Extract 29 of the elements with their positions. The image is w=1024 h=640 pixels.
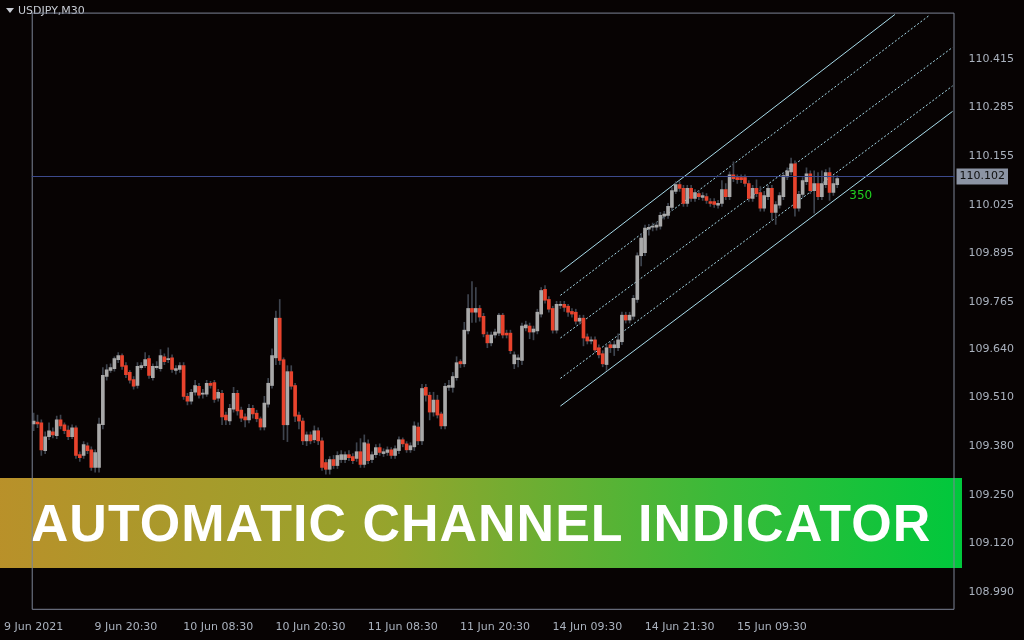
x-tick-label: 11 Jun 08:30 [367, 620, 438, 634]
y-tick-label: 109.380 [968, 438, 1015, 452]
x-tick-label: 15 Jun 09:30 [736, 620, 807, 634]
y-tick-label: 110.285 [968, 100, 1015, 114]
x-tick-label: 10 Jun 20:30 [275, 620, 346, 634]
x-tick-label: 10 Jun 08:30 [183, 620, 254, 634]
y-tick-label: 109.895 [968, 246, 1015, 260]
y-tick-label: 110.155 [968, 149, 1015, 163]
x-tick-label: 9 Jun 2021 [4, 620, 64, 634]
y-tick-label: 109.765 [968, 294, 1015, 308]
x-tick-label: 14 Jun 09:30 [552, 620, 623, 634]
annotation: 350 [849, 187, 873, 202]
x-tick-label: 9 Jun 20:30 [94, 620, 158, 634]
candlestick [166, 347, 171, 364]
y-tick-label: 109.640 [968, 341, 1015, 355]
y-tick-label: 109.250 [968, 487, 1015, 501]
candlestick [812, 170, 816, 214]
chart-title: USDJPY,M30 [18, 4, 85, 17]
banner: AUTOMATIC CHANNEL INDICATOR [0, 478, 962, 568]
candlestick [470, 281, 474, 323]
x-tick-label: 11 Jun 20:30 [460, 620, 530, 634]
y-tick-label: 108.990 [968, 584, 1015, 598]
y-tick-label: 110.415 [968, 51, 1015, 65]
candlestick [473, 287, 478, 323]
ref-line-label: 110.102 [959, 169, 1006, 183]
x-tick-label: 14 Jun 21:30 [644, 620, 715, 634]
y-tick-label: 109.510 [968, 390, 1015, 404]
y-tick-label: 110.025 [968, 197, 1015, 211]
y-tick-label: 109.120 [968, 536, 1015, 550]
